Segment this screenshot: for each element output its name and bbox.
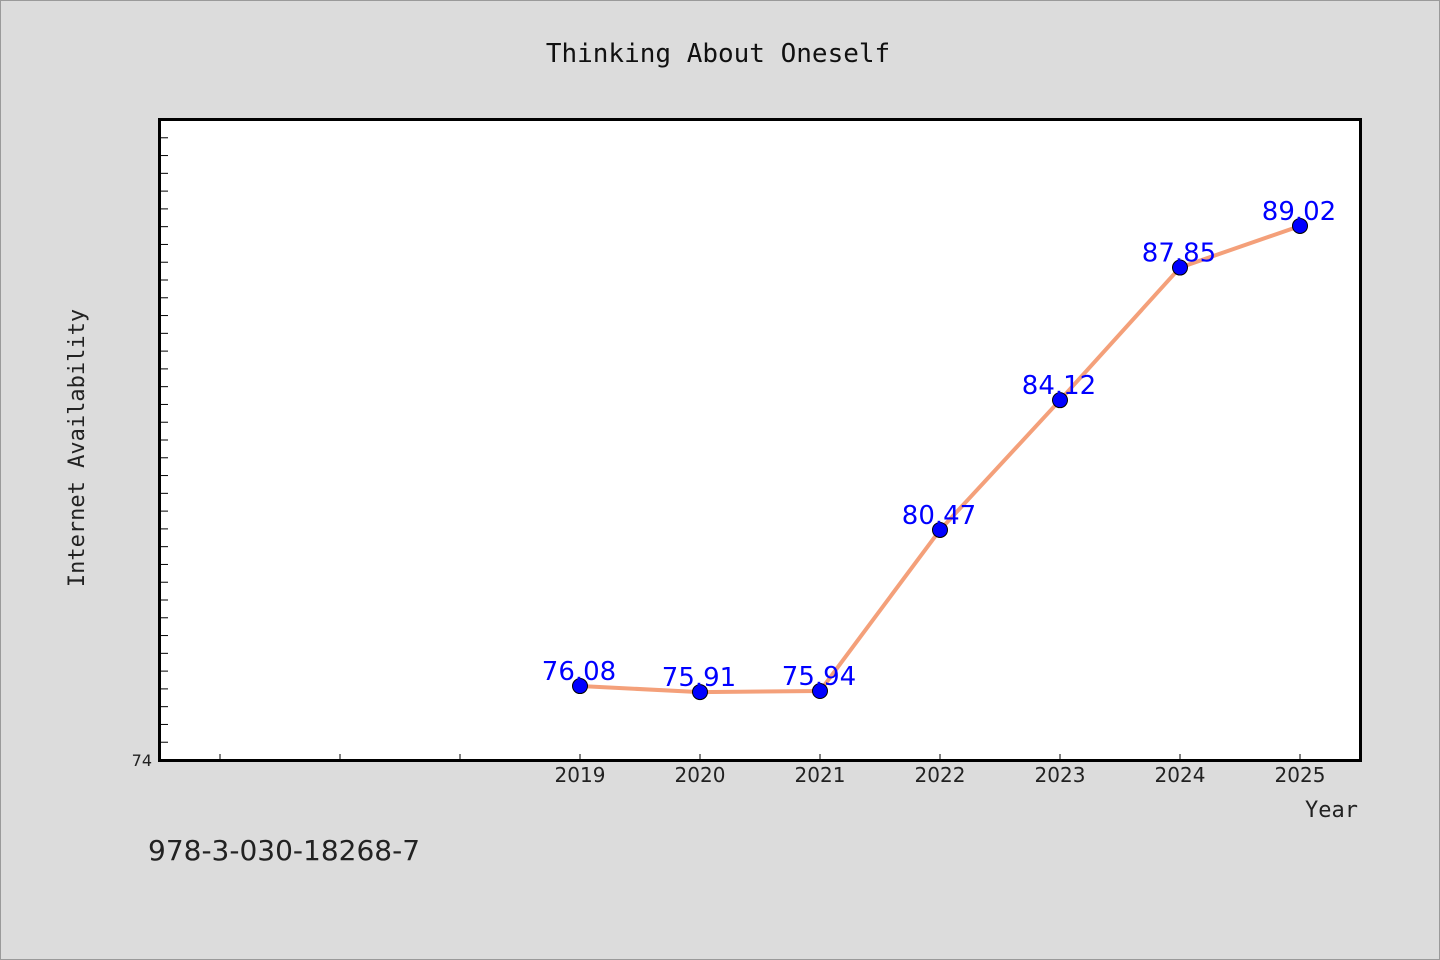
data-point xyxy=(1172,259,1188,276)
data-label: 75.91 xyxy=(662,663,736,693)
x-tick-label: 2020 xyxy=(675,763,726,787)
x-tick-label: 2019 xyxy=(555,763,606,787)
data-label: 87.85 xyxy=(1142,239,1216,269)
data-point xyxy=(1052,392,1068,409)
y-axis-ticks xyxy=(160,137,168,743)
data-labels: 76.08 75.91 75.94 80.47 84.12 87.85 89.02 xyxy=(542,197,1336,693)
data-label: 75.94 xyxy=(782,662,856,692)
x-axis-ticks xyxy=(219,754,1301,760)
data-point xyxy=(1292,217,1308,234)
x-tick-label: 2022 xyxy=(915,763,966,787)
x-tick-label: 2025 xyxy=(1275,763,1326,787)
plot-area xyxy=(158,118,1362,762)
x-tick-label: 2023 xyxy=(1035,763,1086,787)
data-label: 84.12 xyxy=(1022,371,1096,401)
data-point xyxy=(812,683,828,700)
isbn-text: 978-3-030-18268-7 xyxy=(148,834,421,867)
data-label: 76.08 xyxy=(542,657,616,687)
x-tick-label: 2021 xyxy=(795,763,846,787)
x-tick-labels: 2019 2020 2021 2022 2023 2024 2025 xyxy=(555,763,1326,787)
x-tick-label: 2024 xyxy=(1155,763,1206,787)
data-markers xyxy=(572,217,1308,701)
chart-title: Thinking About Oneself xyxy=(546,39,890,69)
data-label: 80.47 xyxy=(902,501,976,531)
y-tick-label: 74 xyxy=(132,751,152,770)
data-point xyxy=(572,678,588,695)
data-point xyxy=(692,684,708,701)
y-axis-label: Internet Availability xyxy=(65,309,90,587)
data-point xyxy=(932,521,948,538)
x-axis-label: Year xyxy=(1305,798,1358,823)
data-label: 89.02 xyxy=(1262,197,1336,227)
